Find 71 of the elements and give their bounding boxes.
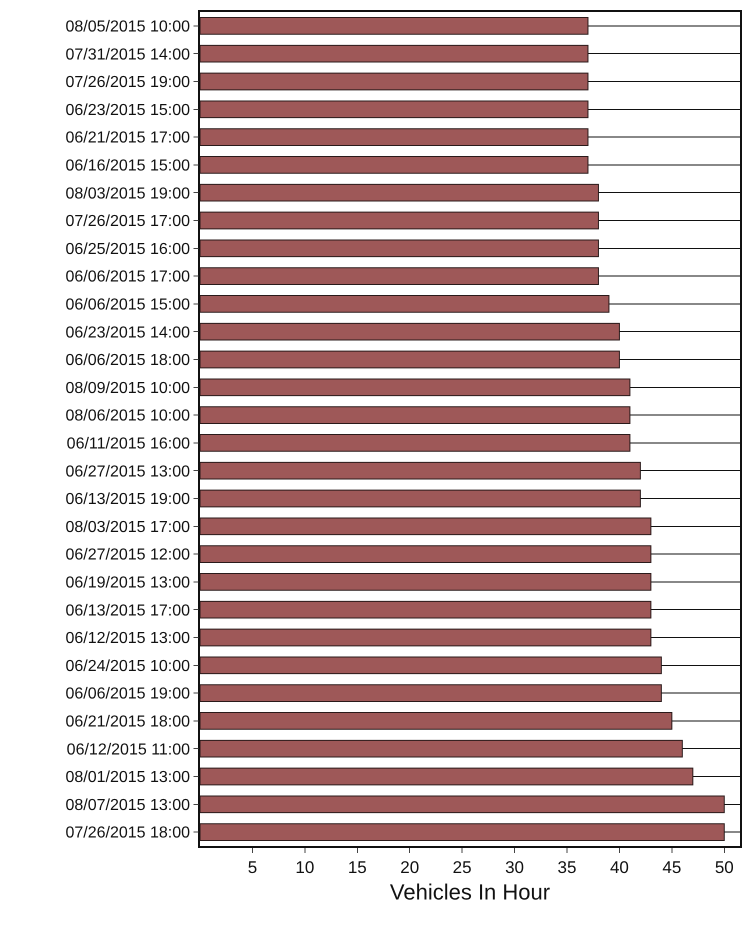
y-tick-label: 08/07/2015 13:00 bbox=[65, 796, 190, 814]
bar bbox=[200, 128, 588, 146]
bar bbox=[200, 239, 599, 258]
bar bbox=[200, 823, 725, 841]
bar bbox=[200, 628, 652, 646]
bar bbox=[200, 517, 652, 536]
bar bbox=[200, 545, 652, 563]
bar bbox=[200, 600, 652, 619]
x-tick-label: 15 bbox=[348, 858, 367, 878]
bar bbox=[200, 100, 588, 118]
x-axis-title: Vehicles In Hour bbox=[390, 880, 550, 905]
y-tick-label: 08/01/2015 13:00 bbox=[65, 769, 190, 786]
bar bbox=[200, 740, 683, 758]
x-tick-label: 40 bbox=[610, 858, 629, 878]
bar bbox=[200, 684, 662, 702]
x-tick-label: 35 bbox=[558, 858, 576, 878]
y-tick-label: 08/06/2015 10:00 bbox=[65, 408, 190, 425]
y-tick-label: 06/13/2015 19:00 bbox=[65, 491, 190, 508]
x-tick-label: 10 bbox=[295, 858, 314, 878]
x-tick-label: 50 bbox=[714, 858, 734, 878]
bar bbox=[200, 490, 641, 508]
y-tick-label: 06/27/2015 13:00 bbox=[65, 463, 190, 480]
bar bbox=[200, 72, 588, 90]
y-tick-label: 06/24/2015 10:00 bbox=[65, 658, 190, 675]
y-tick-label: 08/03/2015 17:00 bbox=[65, 518, 190, 536]
y-tick-label: 07/31/2015 14:00 bbox=[65, 46, 190, 64]
y-tick-label: 06/23/2015 15:00 bbox=[65, 102, 190, 119]
bar bbox=[200, 17, 588, 35]
y-tick-label: 06/12/2015 13:00 bbox=[65, 630, 190, 648]
y-tick-label: 06/13/2015 17:00 bbox=[65, 602, 190, 620]
y-tick-label: 06/27/2015 12:00 bbox=[65, 546, 190, 564]
y-tick-label: 06/12/2015 11:00 bbox=[66, 741, 190, 758]
bar bbox=[200, 656, 662, 674]
y-tick-label: 06/19/2015 13:00 bbox=[65, 574, 190, 592]
bar bbox=[200, 406, 630, 424]
x-tick-label: 25 bbox=[452, 858, 472, 878]
y-tick-label: 06/06/2015 19:00 bbox=[65, 686, 190, 703]
bar bbox=[200, 322, 620, 341]
bar bbox=[200, 378, 630, 396]
bar bbox=[200, 350, 620, 368]
y-tick-label: 06/06/2015 17:00 bbox=[65, 268, 190, 286]
bar bbox=[200, 573, 652, 591]
bar bbox=[200, 712, 672, 730]
bar bbox=[200, 267, 599, 285]
y-tick-label: 06/21/2015 17:00 bbox=[65, 130, 190, 147]
x-tick-label: 5 bbox=[248, 858, 258, 878]
bar bbox=[200, 44, 588, 63]
y-tick-label: 06/23/2015 14:00 bbox=[65, 324, 190, 342]
bar bbox=[200, 462, 641, 480]
bar bbox=[200, 295, 610, 313]
y-tick-label: 06/06/2015 15:00 bbox=[65, 296, 190, 314]
y-tick-label: 08/09/2015 10:00 bbox=[65, 380, 190, 397]
y-tick-label: 06/16/2015 15:00 bbox=[65, 158, 190, 174]
x-tick-label: 20 bbox=[400, 858, 420, 878]
y-tick-label: 08/05/2015 10:00 bbox=[65, 18, 190, 36]
y-tick-label: 08/03/2015 19:00 bbox=[65, 185, 190, 202]
bar bbox=[200, 795, 725, 814]
y-tick-label: 07/26/2015 18:00 bbox=[65, 824, 190, 842]
y-tick-label: 06/06/2015 18:00 bbox=[65, 352, 190, 370]
x-tick-label: 30 bbox=[505, 858, 524, 878]
bar bbox=[200, 768, 694, 786]
y-tick-label: 06/25/2015 16:00 bbox=[65, 240, 190, 258]
bar bbox=[200, 156, 588, 174]
bar bbox=[200, 212, 599, 230]
y-tick-label: 07/26/2015 19:00 bbox=[65, 74, 190, 92]
y-tick-label: 06/21/2015 18:00 bbox=[65, 714, 190, 730]
bar bbox=[200, 434, 630, 452]
y-tick-label: 06/11/2015 16:00 bbox=[66, 436, 190, 452]
y-tick-label: 07/26/2015 17:00 bbox=[65, 213, 190, 230]
bar bbox=[200, 184, 599, 202]
x-tick-label: 45 bbox=[662, 858, 682, 878]
